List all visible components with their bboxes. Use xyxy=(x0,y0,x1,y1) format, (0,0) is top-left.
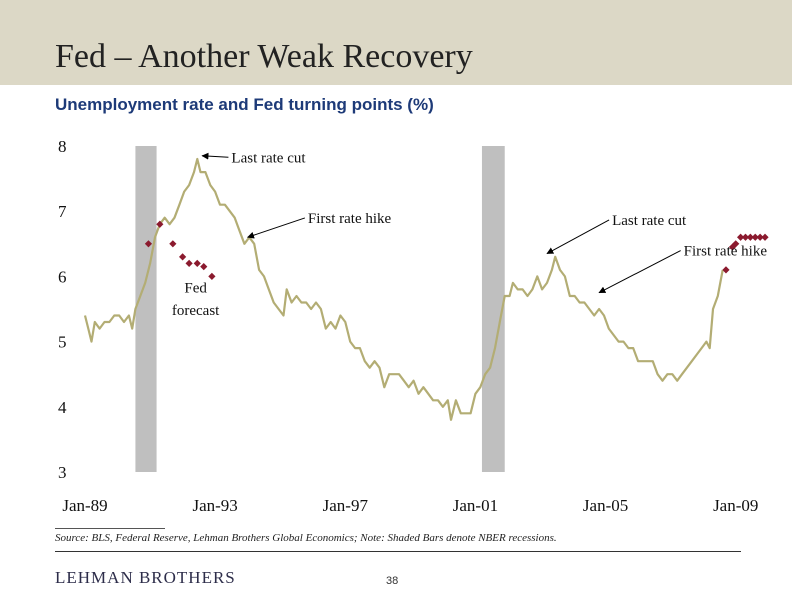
recession-bar xyxy=(135,146,157,472)
x-tick-label: Jan-89 xyxy=(62,496,107,515)
fed-forecast-marker xyxy=(208,272,216,280)
fed-forecast-marker xyxy=(156,220,164,228)
title-band xyxy=(0,0,792,85)
recession-bar xyxy=(481,146,505,472)
y-tick-label: 3 xyxy=(58,463,67,482)
x-tick-label: Jan-01 xyxy=(453,496,498,515)
unemployment-rate-line xyxy=(83,157,724,421)
x-tick-label: Jan-05 xyxy=(583,496,628,515)
lehman-brothers-logo: LEHMAN BROTHERS xyxy=(55,568,236,587)
x-tick-label: Jan-93 xyxy=(192,496,237,515)
footer-divider xyxy=(55,551,741,552)
fed-forecast-marker xyxy=(732,240,740,248)
y-tick-label: 8 xyxy=(58,137,67,156)
chart-annotation: forecast xyxy=(172,303,220,319)
chart-annotation: Fed xyxy=(184,281,207,297)
fed-forecast-marker xyxy=(728,243,737,251)
y-tick-label: 5 xyxy=(58,333,67,352)
fed-forecast-marker xyxy=(722,266,730,274)
unemployment-chart: 3 4 5 6 7 8 Jan-89 Jan-93 Jan-97 Jan-01 Jan-05 Jan-… xyxy=(58,137,769,515)
chart-annotation: First rate hike xyxy=(308,211,392,227)
fed-forecast-marker xyxy=(193,259,201,267)
chart-subtitle: Unemployment rate and Fed turning points… xyxy=(55,95,434,114)
fed-forecast-marker xyxy=(746,233,754,241)
fed-forecast-marker xyxy=(169,240,177,248)
fed-forecast-marker xyxy=(741,233,750,241)
chart-annotation: Last rate cut xyxy=(231,150,306,166)
fed-forecast-marker xyxy=(179,253,187,261)
annotation-arrow xyxy=(598,250,681,294)
x-tick-label: Jan-09 xyxy=(713,496,758,515)
slide-title: Fed – Another Weak Recovery xyxy=(55,38,473,75)
fed-forecast-marker xyxy=(144,240,153,248)
y-tick-label: 6 xyxy=(58,267,67,286)
x-tick-label: Jan-97 xyxy=(323,496,369,515)
source-divider-short xyxy=(55,528,165,529)
annotation-arrow xyxy=(546,219,610,255)
fed-forecast-marker xyxy=(751,233,759,241)
chart-annotation: Last rate cut xyxy=(612,213,687,229)
fed-forecast-marker xyxy=(761,233,769,241)
fed-forecast-marker xyxy=(200,263,208,271)
chart-annotation: First rate hike xyxy=(684,244,768,260)
page-number: 38 xyxy=(386,575,399,587)
fed-forecast-marker xyxy=(185,259,193,267)
y-tick-label: 4 xyxy=(58,398,67,417)
y-tick-label: 7 xyxy=(58,202,67,221)
fed-forecast-marker xyxy=(756,233,764,241)
fed-forecast-marker xyxy=(737,233,745,241)
source-note: Source: BLS, Federal Reserve, Lehman Bro… xyxy=(55,532,557,544)
annotation-arrow xyxy=(201,152,229,160)
annotation-arrow xyxy=(247,217,306,239)
